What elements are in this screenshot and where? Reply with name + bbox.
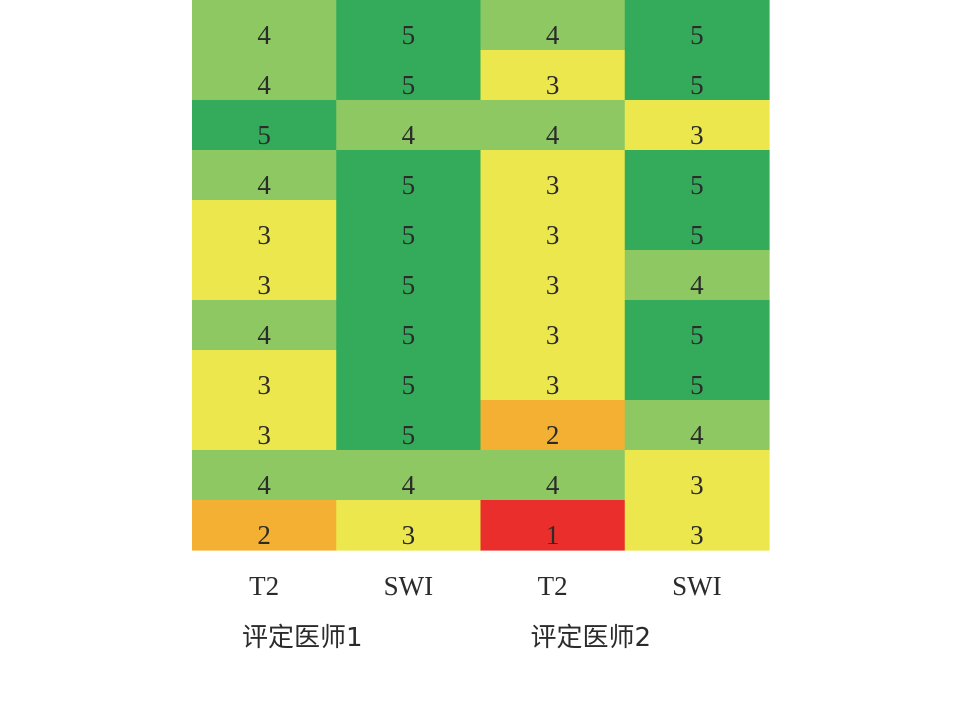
heatmap-cell [624, 0, 770, 51]
cell-value-label: 5 [690, 370, 704, 400]
cell-value-label: 4 [546, 20, 560, 50]
cell-value-label: 5 [690, 220, 704, 250]
group-labels: 评定医师1 评定医师2 [242, 623, 651, 653]
group-label: 评定医师2 [531, 623, 652, 653]
heatmap-cell [480, 300, 626, 351]
heatmap-cell [480, 200, 626, 251]
heatmap-cell [192, 100, 337, 151]
cell-value-label: 2 [546, 420, 560, 450]
group-label: 评定医师1 [242, 623, 363, 653]
cell-value-label: 3 [546, 70, 560, 100]
heatmap-cell [192, 50, 337, 101]
heatmap-cell [192, 250, 337, 301]
heatmap-cell [624, 350, 770, 401]
heatmap-cell [192, 200, 337, 251]
cell-value-label: 5 [402, 220, 416, 250]
heatmap-cell [624, 450, 770, 501]
cell-value-label: 3 [690, 120, 704, 150]
heatmap-cell [192, 350, 337, 401]
cell-value-label: 5 [402, 70, 416, 100]
cell-value-label: 3 [546, 170, 560, 200]
heatmap-cell [192, 0, 337, 51]
heatmap-cell [192, 150, 337, 201]
heatmap-cell [480, 100, 626, 151]
heatmap-cell [336, 450, 482, 501]
cell-value-label: 3 [257, 220, 271, 250]
cell-value-label: 3 [546, 220, 560, 250]
heatmap-cell [624, 100, 770, 151]
column-label: SWI [672, 571, 722, 601]
heatmap-cell [480, 150, 626, 201]
heatmap-cell [336, 300, 482, 351]
heatmap-cell [336, 250, 482, 301]
cell-value-label: 3 [402, 520, 416, 550]
cell-value-label: 3 [546, 320, 560, 350]
cell-value-label: 5 [402, 20, 416, 50]
heatmap-cell [480, 50, 626, 101]
heatmap-cell [336, 100, 482, 151]
heatmap-cell [336, 350, 482, 401]
cell-value-label: 4 [402, 120, 416, 150]
heatmap-cell [624, 150, 770, 201]
cell-value-label: 4 [546, 120, 560, 150]
cell-value-label: 5 [690, 320, 704, 350]
cell-value-label: 5 [690, 170, 704, 200]
cell-value-label: 5 [690, 70, 704, 100]
cell-value-label: 3 [546, 370, 560, 400]
heatmap-cell [624, 400, 770, 451]
cell-value-label: 5 [690, 20, 704, 50]
cell-value-label: 4 [257, 470, 271, 500]
heatmap-cell [480, 400, 626, 451]
cell-value-label: 5 [402, 270, 416, 300]
cell-value-label: 3 [257, 370, 271, 400]
cell-value-label: 4 [690, 420, 704, 450]
cell-value-label: 5 [402, 420, 416, 450]
cell-value-label: 4 [546, 470, 560, 500]
cell-value-label: 5 [402, 320, 416, 350]
heatmap-cell [480, 450, 626, 501]
heatmap-cell [336, 50, 482, 101]
cell-value-label: 5 [257, 120, 271, 150]
heatmap-cell [624, 300, 770, 351]
cell-value-label: 3 [690, 520, 704, 550]
heatmap-cell [624, 500, 770, 551]
cell-value-label: 2 [257, 520, 271, 550]
cell-value-label: 4 [257, 170, 271, 200]
column-label: SWI [384, 571, 434, 601]
cell-value-label: 4 [257, 70, 271, 100]
heatmap-cell [480, 0, 626, 51]
cell-value-label: 4 [402, 470, 416, 500]
cell-value-label: 4 [257, 20, 271, 50]
heatmap-cell [480, 500, 626, 551]
heatmap-cell [624, 200, 770, 251]
column-label: T2 [249, 571, 279, 601]
heatmap-cell [336, 150, 482, 201]
heatmap-cell [336, 400, 482, 451]
cell-value-label: 3 [546, 270, 560, 300]
cell-value-label: 5 [402, 370, 416, 400]
heatmap-cell [192, 300, 337, 351]
column-label: T2 [538, 571, 568, 601]
cell-value-label: 3 [257, 270, 271, 300]
heatmap-cell [336, 200, 482, 251]
cell-value-label: 3 [690, 470, 704, 500]
heatmap-cell [192, 400, 337, 451]
heatmap-cell [624, 250, 770, 301]
heatmap-cell [192, 450, 337, 501]
column-labels: T2 SWI T2 SWI [249, 571, 722, 601]
heatmap-cells: 4 5 4 5 4 5 3 5 5 4 4 3 4 5 3 5 3 5 3 5 3 5 3 4 4 5 3 5 3 5 3 5 3 5 2 4 4 4 4 3… [192, 0, 770, 551]
cell-value-label: 4 [257, 320, 271, 350]
heatmap-cell [192, 500, 337, 551]
cell-value-label: 3 [257, 420, 271, 450]
cell-value-label: 1 [546, 520, 560, 550]
heatmap-cell [336, 0, 482, 51]
heatmap-cell [624, 50, 770, 101]
heatmap-cell [336, 500, 482, 551]
cell-value-label: 4 [690, 270, 704, 300]
heatmap-cell [480, 250, 626, 301]
cell-value-label: 5 [402, 170, 416, 200]
heatmap-cell [480, 350, 626, 401]
